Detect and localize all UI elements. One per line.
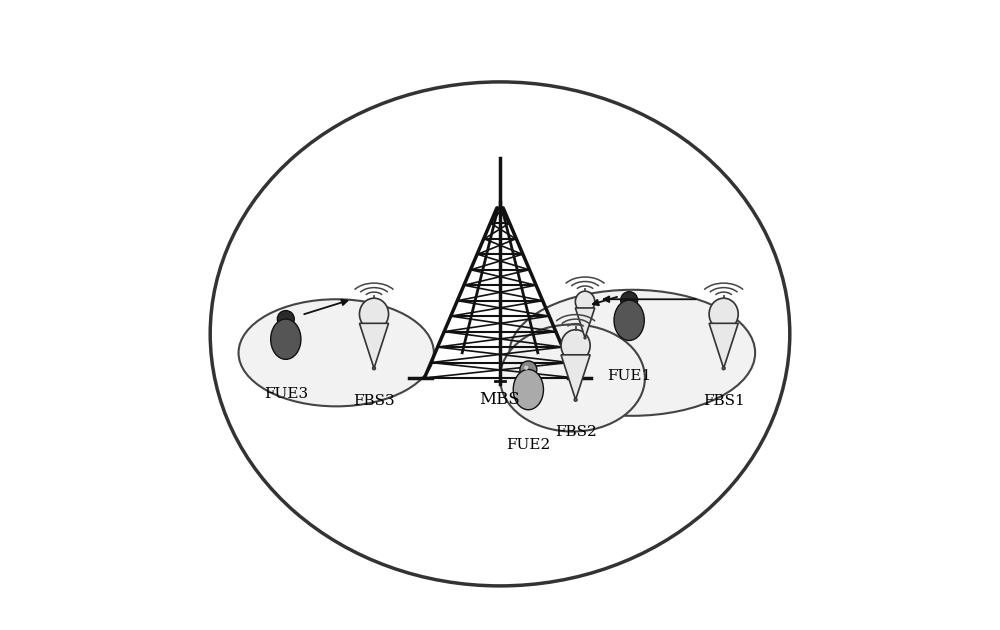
Polygon shape <box>575 308 595 338</box>
Text: FUE2: FUE2 <box>506 438 550 452</box>
Text: FBS3: FBS3 <box>353 394 395 408</box>
Ellipse shape <box>513 369 543 410</box>
Circle shape <box>524 365 528 370</box>
Ellipse shape <box>500 324 645 432</box>
Circle shape <box>722 367 725 370</box>
Ellipse shape <box>509 290 755 416</box>
Text: FBS1: FBS1 <box>703 394 745 408</box>
Circle shape <box>584 337 586 339</box>
Ellipse shape <box>210 82 790 586</box>
Text: FBS2: FBS2 <box>555 425 596 439</box>
Text: FUE3: FUE3 <box>264 387 308 401</box>
Ellipse shape <box>575 291 595 312</box>
Circle shape <box>372 367 376 370</box>
Ellipse shape <box>359 298 389 330</box>
Ellipse shape <box>614 300 644 340</box>
Circle shape <box>574 398 577 401</box>
Ellipse shape <box>271 319 301 359</box>
Ellipse shape <box>709 298 738 330</box>
Text: FUE1: FUE1 <box>607 369 651 382</box>
Circle shape <box>277 311 294 328</box>
Circle shape <box>621 292 638 309</box>
Polygon shape <box>359 323 389 369</box>
Ellipse shape <box>561 329 590 362</box>
Ellipse shape <box>239 299 434 406</box>
Circle shape <box>520 361 537 378</box>
Text: MBS: MBS <box>480 391 520 408</box>
Polygon shape <box>561 355 590 400</box>
Polygon shape <box>709 323 738 369</box>
